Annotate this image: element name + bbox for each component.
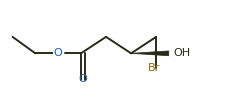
Text: Br: Br: [147, 63, 159, 73]
Text: O: O: [78, 74, 87, 84]
Polygon shape: [131, 51, 168, 56]
Text: O: O: [54, 48, 62, 58]
Text: OH: OH: [173, 48, 190, 58]
